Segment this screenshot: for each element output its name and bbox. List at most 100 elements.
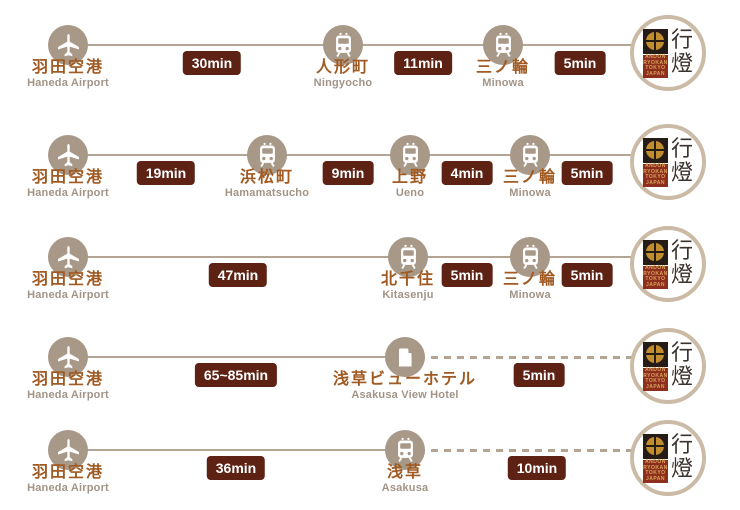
lamp-window-icon xyxy=(646,243,665,261)
emblem-text-panel: ANDON RYOKAN TOKYO JAPAN xyxy=(642,459,668,483)
emblem-text-line: JAPAN xyxy=(645,475,666,482)
station-node xyxy=(483,25,523,65)
station-node xyxy=(510,135,550,175)
train-icon xyxy=(490,32,517,59)
hotel-icon xyxy=(392,344,419,371)
station-name-en: Haneda Airport xyxy=(27,289,109,301)
station-name-en: Ningyocho xyxy=(313,77,373,89)
destination-logo: ANDON RYOKAN TOKYO JAPAN 行燈 xyxy=(630,124,706,200)
duration-badge: 5min xyxy=(561,263,613,287)
emblem-lamp-panel xyxy=(642,28,668,54)
destination-kanji: 燈 xyxy=(670,161,693,186)
station-node xyxy=(48,337,88,377)
station-node xyxy=(48,430,88,470)
emblem-text-line: JAPAN xyxy=(645,179,666,186)
station-label: 浅草 Asakusa xyxy=(382,464,429,495)
station-label: 羽田空港 Haneda Airport xyxy=(27,464,109,495)
station-label: 羽田空港 Haneda Airport xyxy=(27,371,109,402)
station-label: 三ノ輪 Minowa xyxy=(503,271,557,302)
lamp-window-icon xyxy=(646,32,665,50)
emblem-text-line: TOKYO xyxy=(645,470,666,476)
airplane-icon xyxy=(55,142,82,169)
route-line-solid xyxy=(503,44,634,46)
emblem-text-line: ANDON xyxy=(645,265,666,271)
destination-logo: ANDON RYOKAN TOKYO JAPAN 行燈 xyxy=(630,15,706,91)
station-name-en: Asakusa xyxy=(381,482,429,494)
duration-badge: 10min xyxy=(507,456,567,480)
andon-emblem: ANDON RYOKAN TOKYO JAPAN xyxy=(642,239,668,289)
station-name-ja: 羽田空港 xyxy=(31,169,105,186)
emblem-text-line: ANDON xyxy=(645,367,666,373)
route-line-solid xyxy=(68,356,405,358)
duration-badge: 5min xyxy=(441,263,493,287)
route-line-dashed xyxy=(405,448,634,452)
emblem-text-line: TOKYO xyxy=(645,174,666,180)
destination-kanji: 行 xyxy=(670,239,693,264)
airplane-icon xyxy=(55,437,82,464)
route-line-solid xyxy=(410,154,530,156)
station-label: 人形町 Ningyocho xyxy=(314,59,373,90)
destination-logo: ANDON RYOKAN TOKYO JAPAN 行燈 xyxy=(630,328,706,404)
station-label: 羽田空港 Haneda Airport xyxy=(27,59,109,90)
station-name-ja: 上野 xyxy=(391,169,429,186)
station-name-en: Haneda Airport xyxy=(27,482,109,494)
emblem-text-panel: ANDON RYOKAN TOKYO JAPAN xyxy=(642,367,668,391)
station-node xyxy=(390,135,430,175)
station-name-ja: 三ノ輪 xyxy=(502,271,558,288)
destination-name: 行燈 xyxy=(671,29,693,77)
emblem-text-line: RYOKAN xyxy=(643,270,668,277)
station-name-ja: 三ノ輪 xyxy=(475,59,531,76)
emblem-text-line: RYOKAN xyxy=(643,372,668,379)
duration-badge: 47min xyxy=(208,263,268,287)
train-icon xyxy=(392,437,419,464)
station-name-en: Haneda Airport xyxy=(27,77,109,89)
station-name-ja: 浅草 xyxy=(386,464,423,481)
station-name-en: Minowa xyxy=(509,187,551,199)
route-line-solid xyxy=(267,154,410,156)
duration-badge: 19min xyxy=(136,161,196,185)
destination-name: 行燈 xyxy=(671,434,693,482)
train-icon xyxy=(517,142,544,169)
route-line-solid xyxy=(68,256,408,258)
route-line-solid xyxy=(68,154,267,156)
station-name-ja: 羽田空港 xyxy=(31,371,105,388)
station-label: 羽田空港 Haneda Airport xyxy=(27,271,109,302)
station-label: 三ノ輪 Minowa xyxy=(503,169,557,200)
station-node xyxy=(510,237,550,277)
route-line-solid xyxy=(408,256,530,258)
emblem-text-line: TOKYO xyxy=(645,65,666,71)
airplane-icon xyxy=(55,32,82,59)
route-line-dashed xyxy=(405,355,634,359)
duration-badge: 4min xyxy=(441,161,493,185)
andon-emblem: ANDON RYOKAN TOKYO JAPAN xyxy=(642,137,668,187)
emblem-text-line: JAPAN xyxy=(645,70,666,77)
emblem-text-line: RYOKAN xyxy=(643,59,668,66)
duration-badge: 9min xyxy=(322,161,374,185)
duration-badge: 5min xyxy=(561,161,613,185)
emblem-text-line: JAPAN xyxy=(645,281,666,288)
destination-logo: ANDON RYOKAN TOKYO JAPAN 行燈 xyxy=(630,226,706,302)
emblem-text-line: RYOKAN xyxy=(643,464,668,471)
route-line-solid xyxy=(68,44,343,46)
route-line-solid xyxy=(68,449,405,451)
emblem-text-line: ANDON xyxy=(645,459,666,465)
station-name-ja: 三ノ輪 xyxy=(502,169,558,186)
station-node xyxy=(323,25,363,65)
station-node xyxy=(385,430,425,470)
station-label: 三ノ輪 Minowa xyxy=(476,59,530,90)
airplane-icon xyxy=(55,244,82,271)
airplane-icon xyxy=(55,344,82,371)
destination-kanji: 行 xyxy=(670,137,693,162)
destination-name: 行燈 xyxy=(671,342,693,390)
duration-badge: 5min xyxy=(554,51,606,75)
destination-logo: ANDON RYOKAN TOKYO JAPAN 行燈 xyxy=(630,420,706,496)
emblem-text-line: RYOKAN xyxy=(643,168,668,175)
destination-name: 行燈 xyxy=(671,138,693,186)
station-node xyxy=(48,135,88,175)
station-name-en: Minowa xyxy=(482,77,524,89)
emblem-lamp-panel xyxy=(642,341,668,367)
station-name-en: Ueno xyxy=(395,187,425,199)
station-name-ja: 北千住 xyxy=(380,271,436,288)
emblem-text-line: TOKYO xyxy=(645,378,666,384)
station-name-en: Kitasenju xyxy=(382,289,434,301)
